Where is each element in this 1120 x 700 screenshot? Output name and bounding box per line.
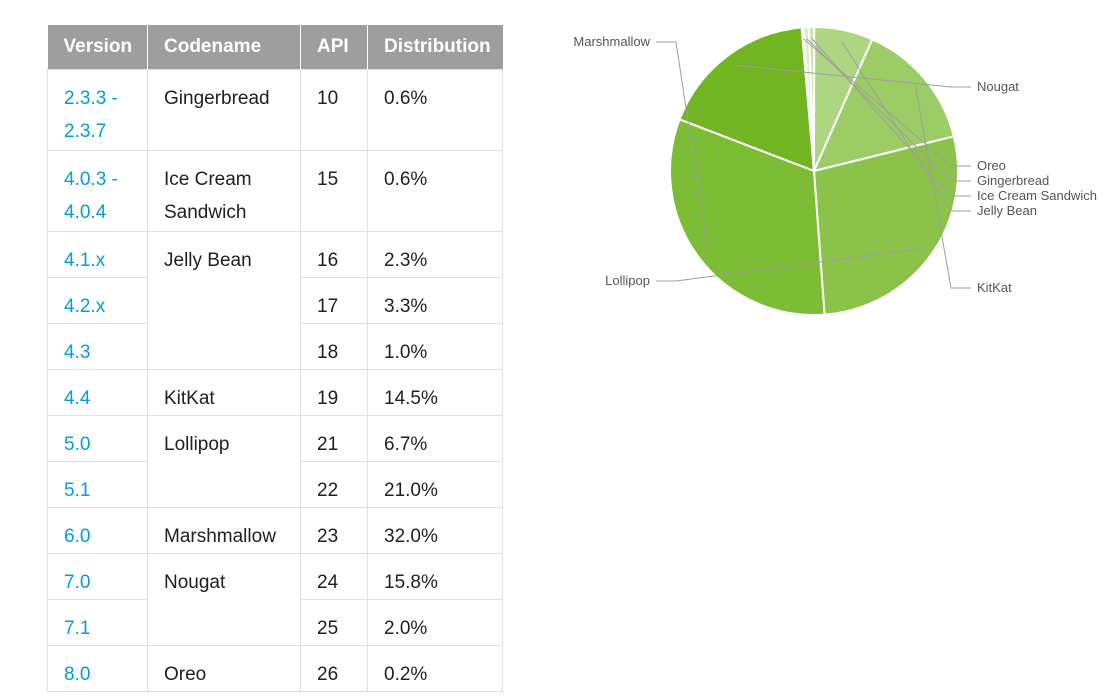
pie-label-nougat: Nougat [977, 79, 1019, 94]
distribution-cell: 2.0% [367, 598, 503, 646]
pie-slice-lollipop [812, 135, 959, 316]
version-link[interactable]: 2.3.3 - 2.3.7 [47, 68, 148, 151]
pie-label-jelly-bean: Jelly Bean [977, 203, 1037, 218]
leader-line-ice-cream-sandwich [811, 38, 971, 197]
distribution-cell: 32.0% [367, 506, 503, 554]
header-api: API [300, 25, 368, 69]
codename-cell: Ice Cream Sandwich [147, 149, 301, 232]
version-link[interactable]: 4.2.x [47, 276, 148, 324]
leader-line-jelly-bean [841, 41, 971, 212]
version-link[interactable]: 8.0 [47, 644, 148, 692]
version-link[interactable]: 4.1.x [47, 230, 148, 278]
distribution-cell: 0.6% [367, 149, 503, 232]
codename-cell: Jelly Bean [147, 230, 301, 370]
table-row: 4.4 KitKat 19 14.5% [47, 368, 503, 416]
pie-label-lollipop: Lollipop [605, 273, 650, 288]
api-cell: 19 [300, 368, 368, 416]
header-codename: Codename [147, 25, 301, 69]
table-row: 2.3.3 - 2.3.7 Gingerbread 10 0.6% [47, 68, 503, 151]
leader-line-lollipop [656, 248, 922, 282]
table-header-row: Version Codename API Distribution [47, 25, 503, 69]
version-link[interactable]: 4.0.3 - 4.0.4 [47, 149, 148, 232]
pie-label-gingerbread: Gingerbread [977, 173, 1049, 188]
version-link[interactable]: 4.4 [47, 368, 148, 416]
table-row: 7.1 25 2.0% [47, 598, 503, 646]
api-cell: 25 [300, 598, 368, 646]
pie-slices [669, 25, 959, 316]
api-cell: 22 [300, 460, 368, 508]
codename-cell: Oreo [147, 644, 301, 692]
codename-cell: KitKat [147, 368, 301, 416]
leader-line-oreo [803, 38, 971, 167]
api-cell: 16 [300, 230, 368, 278]
distribution-cell: 14.5% [367, 368, 503, 416]
version-link[interactable]: 4.3 [47, 322, 148, 370]
api-cell: 18 [300, 322, 368, 370]
api-cell: 23 [300, 506, 368, 554]
api-cell: 21 [300, 414, 368, 462]
table-row: 4.1.x Jelly Bean 16 2.3% [47, 230, 503, 370]
version-link[interactable]: 7.1 [47, 598, 148, 646]
table-row: 5.1 22 21.0% [47, 460, 503, 508]
table-row: 4.3 18 1.0% [47, 322, 503, 370]
codename-cell: Gingerbread [147, 68, 301, 151]
leader-line-kitkat [915, 85, 971, 289]
codename-cell: Lollipop [147, 414, 301, 508]
codename-cell: Marshmallow [147, 506, 301, 554]
table-row: 7.0 Nougat 24 15.8% [47, 552, 503, 646]
distribution-cell: 2.3% [367, 230, 503, 278]
distribution-cell: 0.2% [367, 644, 503, 692]
version-link[interactable]: 7.0 [47, 552, 148, 600]
api-cell: 24 [300, 552, 368, 600]
distribution-cell: 21.0% [367, 460, 503, 508]
distribution-cell: 0.6% [367, 68, 503, 151]
api-cell: 26 [300, 644, 368, 692]
table-row: 4.0.3 - 4.0.4 Ice Cream Sandwich 15 0.6% [47, 149, 503, 232]
table-row: 5.0 Lollipop 21 6.7% [47, 414, 503, 508]
codename-cell: Nougat [147, 552, 301, 646]
pie-label-kitkat: KitKat [977, 280, 1012, 295]
table-row: 4.2.x 17 3.3% [47, 276, 503, 324]
api-cell: 10 [300, 68, 368, 151]
pie-label-oreo: Oreo [977, 158, 1006, 173]
version-link[interactable]: 6.0 [47, 506, 148, 554]
api-cell: 17 [300, 276, 368, 324]
pie-label-ice-cream-sandwich: Ice Cream Sandwich [977, 188, 1097, 203]
leader-line-nougat [734, 64, 971, 88]
api-cell: 15 [300, 149, 368, 232]
header-version: Version [47, 25, 148, 69]
leader-line-marshmallow [656, 41, 709, 251]
table-row: 6.0 Marshmallow 23 32.0% [47, 506, 503, 554]
distribution-cell: 15.8% [367, 552, 503, 600]
version-link[interactable]: 5.0 [47, 414, 148, 462]
header-distribution: Distribution [367, 25, 503, 69]
pie-label-marshmallow: Marshmallow [573, 34, 650, 49]
version-link[interactable]: 5.1 [47, 460, 148, 508]
distribution-cell: 6.7% [367, 414, 503, 462]
distribution-table: Version Codename API Distribution 2.3.3 … [47, 25, 503, 692]
table-row: 8.0 Oreo 26 0.2% [47, 644, 503, 692]
distribution-cell: 1.0% [367, 322, 503, 370]
leader-line-gingerbread [806, 38, 971, 182]
distribution-cell: 3.3% [367, 276, 503, 324]
